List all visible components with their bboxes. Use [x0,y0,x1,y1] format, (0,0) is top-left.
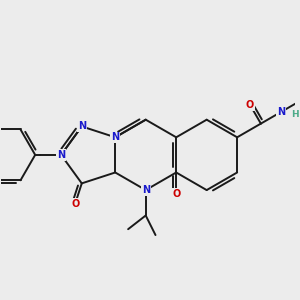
Text: N: N [78,122,86,131]
Text: N: N [142,185,150,195]
Text: N: N [111,132,119,142]
Text: O: O [71,199,79,209]
Text: N: N [57,150,65,160]
Text: N: N [277,107,285,117]
Text: O: O [246,100,254,110]
Text: O: O [172,189,180,199]
Text: H: H [291,110,298,119]
